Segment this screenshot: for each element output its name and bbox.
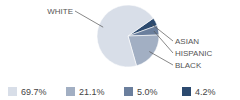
- svg-text:21.1%: 21.1%: [79, 87, 105, 97]
- svg-text:HISPANIC: HISPANIC: [175, 49, 212, 58]
- svg-text:4.2%: 4.2%: [195, 87, 216, 97]
- svg-text:ASIAN: ASIAN: [175, 37, 199, 46]
- svg-text:WHITE: WHITE: [47, 7, 73, 16]
- svg-text:69.7%: 69.7%: [21, 87, 47, 97]
- svg-text:5.0%: 5.0%: [137, 87, 158, 97]
- svg-text:BLACK: BLACK: [175, 61, 202, 70]
